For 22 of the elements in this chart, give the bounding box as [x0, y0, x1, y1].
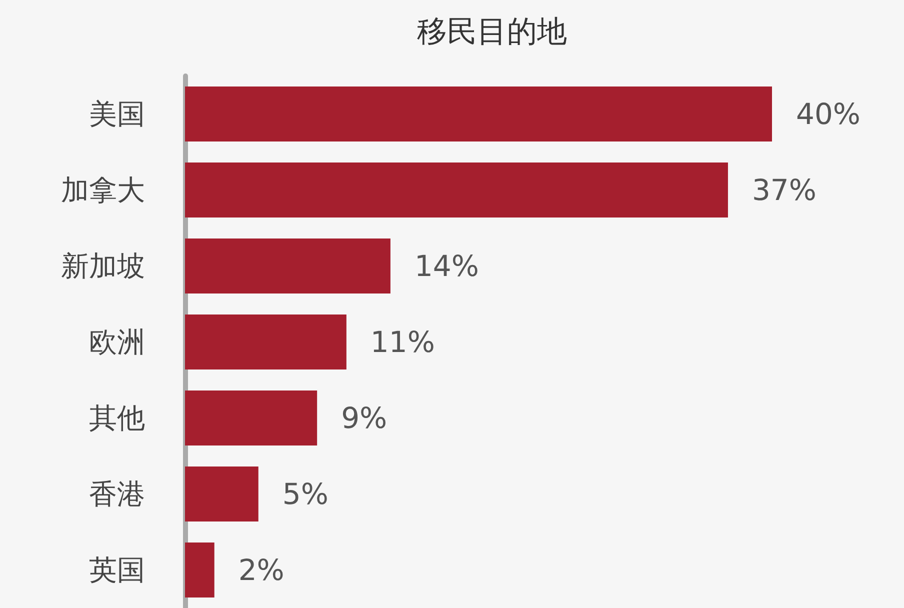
- bar: [185, 86, 772, 142]
- data-label: 2%: [238, 553, 284, 587]
- bar: [185, 542, 214, 598]
- data-label: 11%: [370, 325, 435, 359]
- y-tick-label: 美国: [89, 98, 145, 130]
- y-tick-label: 新加坡: [61, 250, 145, 282]
- bar: [185, 390, 318, 446]
- y-tick-label: 其他: [89, 402, 145, 434]
- data-label: 9%: [341, 401, 388, 435]
- data-label: 37%: [752, 173, 816, 207]
- data-label: 5%: [282, 477, 328, 511]
- bar: [185, 314, 346, 370]
- y-tick-label: 欧洲: [89, 326, 145, 358]
- y-tick-label: 香港: [89, 478, 145, 510]
- y-tick-label: 英国: [89, 554, 145, 586]
- chart-title: 移民目的地: [417, 14, 567, 50]
- data-label: 14%: [414, 249, 479, 283]
- data-label: 40%: [796, 97, 860, 131]
- bar: [185, 466, 258, 522]
- y-tick-label: 加拿大: [61, 174, 145, 206]
- bar: [185, 162, 728, 218]
- bar: [185, 238, 390, 294]
